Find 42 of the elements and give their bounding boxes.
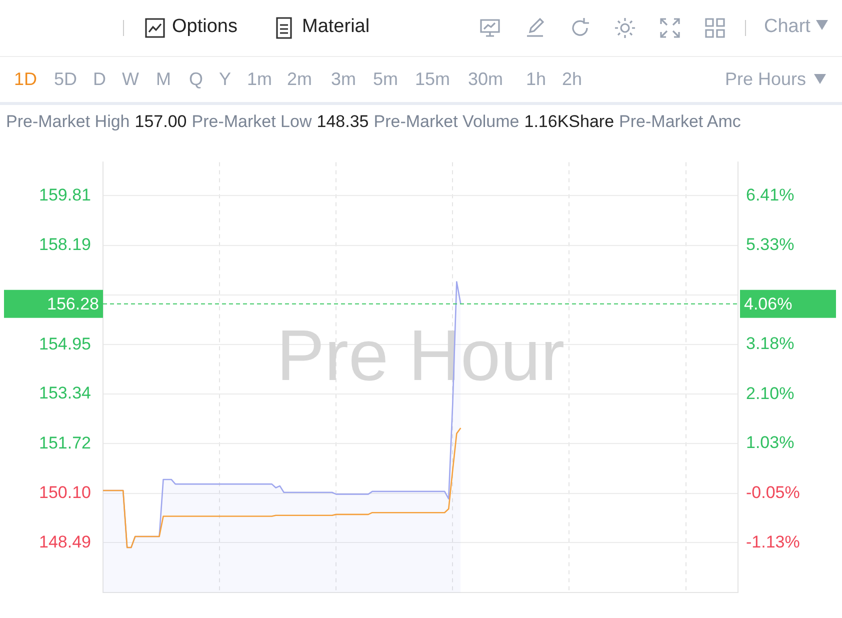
text: 15m — [415, 69, 450, 90]
text: Pre-Market Low — [192, 112, 312, 131]
text: 2h — [562, 69, 582, 90]
text: 157.00 — [134, 112, 187, 131]
y-tick-label: 153.34 — [39, 384, 91, 403]
text: 5m — [373, 69, 398, 90]
text: 3m — [331, 69, 356, 90]
y-tick-label: 154.95 — [39, 334, 91, 354]
text: D — [93, 69, 106, 90]
y2-tick-label: -0.05% — [746, 482, 800, 502]
text: M — [156, 69, 171, 90]
y2-tick-label: 6.41% — [746, 185, 794, 204]
text: Options — [172, 16, 238, 38]
y2-tick-label: 1.03% — [746, 433, 794, 452]
text: 2m — [287, 69, 312, 90]
text: Pre-Market Volume — [374, 112, 520, 131]
y2-tick-label: 2.10% — [746, 384, 794, 403]
text: Pre Hours — [725, 69, 806, 90]
y-tick-label: 150.10 — [39, 482, 91, 502]
text: Chart — [764, 16, 810, 38]
text: Pre-Market High — [6, 112, 130, 131]
text: 1m — [247, 69, 272, 90]
y2-tick-label: 5.33% — [746, 235, 794, 254]
text: W — [122, 69, 139, 90]
text: 5D — [54, 69, 78, 90]
text: 1h — [526, 69, 546, 90]
text: Pre-Market Amc — [619, 112, 741, 131]
text: 30m — [468, 69, 504, 90]
text: Material — [302, 16, 370, 38]
text: 1D — [14, 69, 38, 90]
text: Y — [219, 69, 232, 90]
text: 1.16KShare — [524, 112, 614, 131]
text: 4.06% — [744, 294, 792, 314]
y-tick-label: 158.19 — [39, 234, 91, 254]
y-tick-label: 151.72 — [39, 433, 91, 452]
ref-line-label: 156.28 — [47, 294, 99, 314]
y-tick-label: 159.81 — [39, 185, 91, 204]
y2-tick-label: -1.13% — [746, 532, 800, 552]
text: Q — [189, 69, 204, 90]
text: 148.35 — [316, 112, 369, 131]
y-tick-label: 148.49 — [39, 532, 91, 552]
y2-tick-label: 3.18% — [746, 334, 794, 354]
